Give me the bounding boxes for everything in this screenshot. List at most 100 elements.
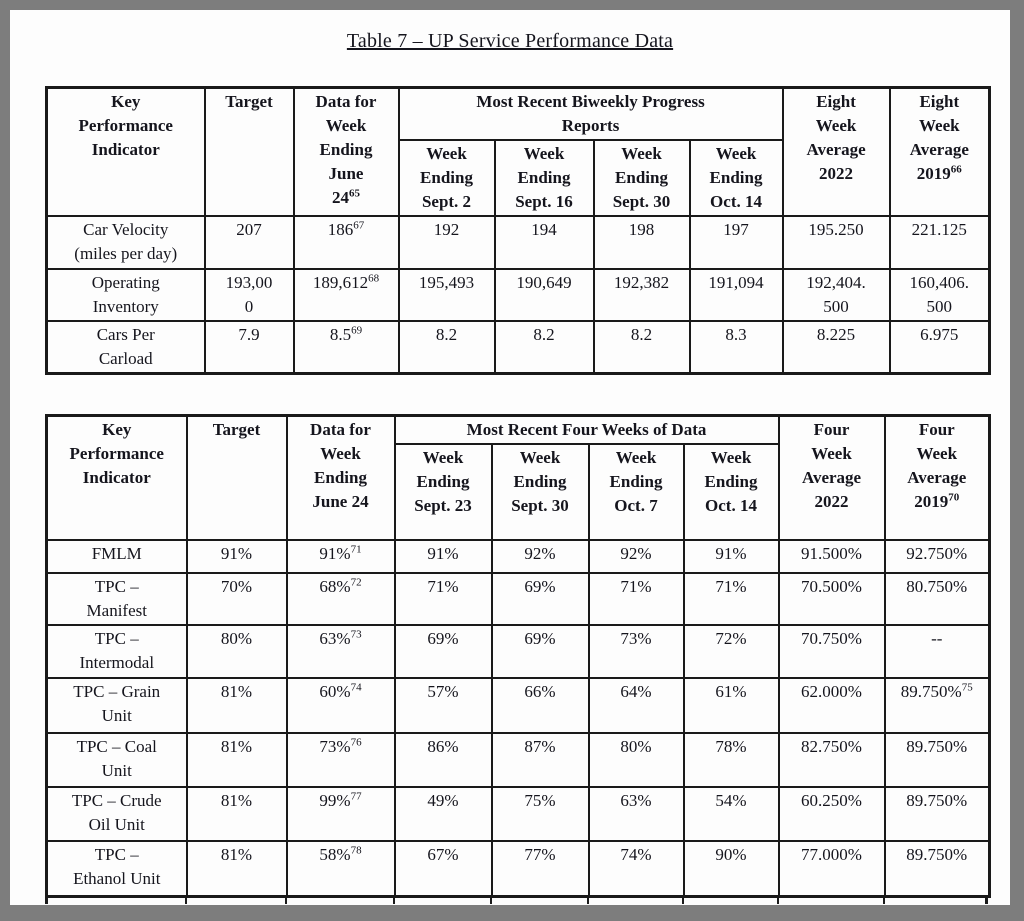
data-cell: 80% [587, 732, 685, 788]
data-cell: 8.2 [397, 320, 496, 375]
data-cell: 62.000% [777, 677, 886, 734]
header-week-3: Week Ending Oct. 7 [587, 443, 685, 541]
data-cell: 68%72 [285, 572, 396, 626]
data-cell: 77.000% [777, 840, 886, 897]
data-cell: 66% [490, 677, 590, 734]
cut-off-cell [490, 897, 587, 904]
data-cell: 193,00 0 [203, 268, 295, 322]
data-cell: 69% [393, 624, 493, 679]
data-cell: 60.250% [777, 786, 886, 842]
table-row: TPC – Manifest 70% 68%72 71% 69% 71% 71% 70.500… [45, 572, 991, 626]
data-cell: 197 [688, 215, 784, 270]
data-cell: 191,094 [688, 268, 784, 322]
header-row: Key Performance Indicator Target Data fo… [45, 86, 991, 217]
footnote-ref: 68 [368, 272, 380, 285]
data-cell: 78% [682, 732, 780, 788]
data-cell: 194 [493, 215, 595, 270]
data-cell: 91%71 [285, 539, 396, 574]
data-cell: 89.750% [883, 786, 991, 842]
data-cell: 49% [393, 786, 493, 842]
header-data-for-week: Data for Week Ending June 2465 [292, 86, 400, 217]
data-cell: 192,382 [592, 268, 691, 322]
table2-body: FMLM 91% 91%71 91% 92% 92% 91% 91.500% 92.750% TP… [45, 539, 991, 897]
table-row: Car Velocity (miles per day) 207 18667 192 1… [45, 215, 991, 270]
header-kpi: Key Performance Indicator [45, 414, 188, 541]
data-cell: 207 [203, 215, 295, 270]
cut-off-cell [682, 897, 777, 904]
cut-off-cell [883, 897, 988, 904]
data-cell: 57% [393, 677, 493, 734]
cut-off-cell [285, 897, 393, 904]
data-cell: 221.125 [888, 215, 991, 270]
data-cell: 71% [587, 572, 685, 626]
header-row: Key Performance Indicator Target Data fo… [45, 414, 991, 541]
header-target: Target [203, 86, 295, 217]
cut-off-next-row [45, 897, 988, 904]
data-cell: 69% [490, 572, 590, 626]
footnote-ref: 75 [961, 681, 973, 694]
data-cell: 54% [682, 786, 780, 842]
table-row: TPC – Ethanol Unit 81% 58%78 67% 77% 74% 90% 77… [45, 840, 991, 897]
table-title: Table 7 – UP Service Performance Data [346, 30, 674, 52]
data-cell: 91% [393, 539, 493, 574]
data-cell: 73% [587, 624, 685, 679]
data-cell: 7.9 [203, 320, 295, 375]
cut-off-cell [587, 897, 682, 904]
footnote-ref: 76 [350, 736, 362, 749]
footnote-ref: 70 [948, 491, 960, 504]
header-week-4: Week Ending Oct. 14 [688, 139, 784, 217]
data-cell: 82.750% [777, 732, 886, 788]
data-cell: -- [883, 624, 991, 679]
data-cell: 58%78 [285, 840, 396, 897]
data-cell: 60%74 [285, 677, 396, 734]
header-eight-week-avg-2019: Eight Week Average 201966 [888, 86, 991, 217]
data-cell: 67% [393, 840, 493, 897]
cut-off-cell [777, 897, 883, 904]
biweekly-performance-table: Key Performance Indicator Target Data fo… [45, 86, 992, 375]
row-header-cell: TPC – Ethanol Unit [45, 840, 188, 897]
data-cell: 89.750% [883, 840, 991, 897]
data-cell: 61% [682, 677, 780, 734]
row-header-cell: TPC – Grain Unit [45, 677, 188, 734]
footnote-ref: 69 [351, 324, 363, 337]
header-week-2: Week Ending Sept. 16 [493, 139, 595, 217]
row-header-cell: Cars Per Carload [45, 320, 206, 375]
data-cell: 75% [490, 786, 590, 842]
footnote-ref: 65 [349, 187, 360, 200]
data-cell: 195.250 [781, 215, 891, 270]
header-four-week-avg-2022: Four Week Average 2022 [777, 414, 886, 541]
cut-off-cell [185, 897, 285, 904]
data-cell: 73%76 [285, 732, 396, 788]
data-cell: 90% [682, 840, 780, 897]
row-header-cell: TPC – Crude Oil Unit [45, 786, 188, 842]
data-cell: 81% [185, 840, 288, 897]
table-row: Cars Per Carload 7.9 8.569 8.2 8.2 8.2 8.3 8.22… [45, 320, 991, 375]
data-cell: 89.750%75 [883, 677, 991, 734]
data-cell: 189,61268 [292, 268, 400, 322]
data-cell: 18667 [292, 215, 400, 270]
data-cell: 91% [682, 539, 780, 574]
data-cell: 190,649 [493, 268, 595, 322]
table-row: TPC – Intermodal 80% 63%73 69% 69% 73% 72% 70.7… [45, 624, 991, 679]
data-cell: 71% [393, 572, 493, 626]
footnote-ref: 78 [350, 844, 362, 857]
header-week-4: Week Ending Oct. 14 [682, 443, 780, 541]
header-subrow: Week Ending Sept. 2 Week Ending Sept. 16… [47, 139, 990, 217]
header-group-biweekly: Most Recent Biweekly Progress Reports [397, 86, 784, 141]
table1-header: Key Performance Indicator Target Data fo… [45, 86, 991, 217]
header-week-1: Week Ending Sept. 23 [393, 443, 493, 541]
table-row: TPC – Coal Unit 81% 73%76 86% 87% 80% 78% 82.75… [45, 732, 991, 788]
header-kpi: Key Performance Indicator [45, 86, 206, 217]
data-cell: 8.3 [688, 320, 784, 375]
data-cell: 64% [587, 677, 685, 734]
footnote-ref: 67 [353, 219, 365, 232]
data-cell: 72% [682, 624, 780, 679]
header-four-week-avg-2019: Four Week Average 201970 [883, 414, 991, 541]
data-cell: 81% [185, 677, 288, 734]
data-cell: 80% [185, 624, 288, 679]
row-header-cell: Operating Inventory [45, 268, 206, 322]
table-row: Operating Inventory 193,00 0 189,61268 195,… [45, 268, 991, 322]
header-week-1: Week Ending Sept. 2 [397, 139, 496, 217]
data-cell: 80.750% [883, 572, 991, 626]
